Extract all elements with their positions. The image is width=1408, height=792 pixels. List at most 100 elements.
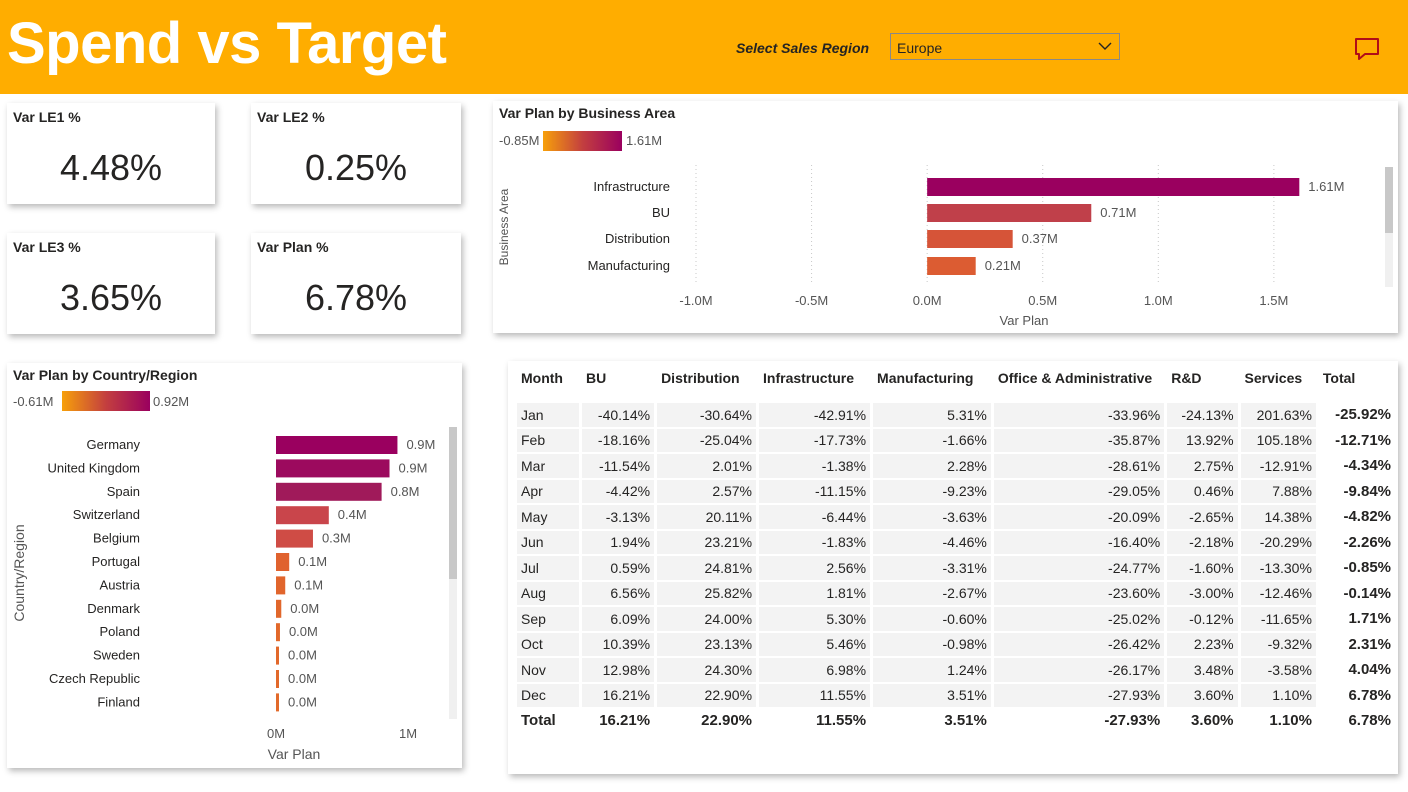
column-header[interactable]: Month xyxy=(521,370,563,386)
category-label: Czech Republic xyxy=(49,671,141,686)
comment-icon[interactable] xyxy=(1354,36,1380,62)
bar xyxy=(276,436,398,454)
category-label: Finland xyxy=(97,694,140,709)
x-axis-title: Var Plan xyxy=(1000,313,1049,328)
row-header-cell: Sep xyxy=(517,607,580,631)
table-cell: -3.00% xyxy=(1167,581,1238,605)
data-label: 0.3M xyxy=(322,531,351,546)
category-label: Spain xyxy=(107,484,140,499)
data-label: 0.0M xyxy=(288,694,317,709)
kpi-value: 6.78% xyxy=(304,277,408,318)
category-label: Portugal xyxy=(92,554,141,569)
kpi-label: Var Plan % xyxy=(257,239,329,255)
table-cell: -9.84% xyxy=(1318,479,1395,503)
table-cell: 5.46% xyxy=(759,632,871,656)
table-cell: 1.94% xyxy=(582,530,655,554)
data-label: 1.61M xyxy=(1308,179,1344,194)
scrollbar-thumb[interactable] xyxy=(1385,167,1393,233)
table-cell: 23.13% xyxy=(657,632,757,656)
table-cell: 10.39% xyxy=(582,632,655,656)
table-cell: 11.55% xyxy=(759,709,871,733)
bar xyxy=(276,576,286,595)
data-label: 0.37M xyxy=(1022,231,1058,246)
bar xyxy=(276,599,282,618)
table-cell: -40.14% xyxy=(582,403,655,427)
table-cell: -20.09% xyxy=(993,505,1165,529)
y-axis-title: Country/Region xyxy=(11,524,27,621)
table-cell: -25.04% xyxy=(657,428,757,452)
table-cell: -2.67% xyxy=(873,581,991,605)
region-dropdown[interactable]: Europe xyxy=(890,33,1120,60)
table-cell: 6.78% xyxy=(1318,683,1395,707)
table-cell: 3.60% xyxy=(1167,683,1238,707)
table-cell: -1.38% xyxy=(759,454,871,478)
table-cell: 3.60% xyxy=(1167,709,1238,733)
table-cell: -42.91% xyxy=(759,403,871,427)
column-header[interactable]: Services xyxy=(1244,370,1303,386)
bar xyxy=(927,178,1300,196)
column-header[interactable]: Infrastructure xyxy=(763,370,855,386)
table-cell: 24.30% xyxy=(657,658,757,682)
x-tick-label: 0M xyxy=(267,726,285,741)
table-cell: 3.48% xyxy=(1167,658,1238,682)
kpi-value: 4.48% xyxy=(59,147,163,188)
table-cell: -3.58% xyxy=(1240,658,1316,682)
data-label: 0.0M xyxy=(289,624,318,639)
region-dropdown-value: Europe xyxy=(897,40,943,56)
table-cell: -28.61% xyxy=(993,454,1165,478)
category-label: Manufacturing xyxy=(588,258,670,273)
category-label: Germany xyxy=(87,437,141,452)
bar xyxy=(276,623,280,642)
row-header-cell: Nov xyxy=(517,658,580,682)
category-label: Austria xyxy=(100,577,141,592)
table-cell: 11.55% xyxy=(759,683,871,707)
row-header-cell: Feb xyxy=(517,428,580,452)
data-label: 0.0M xyxy=(288,671,317,686)
table-cell: -23.60% xyxy=(993,581,1165,605)
category-label: United Kingdom xyxy=(48,460,141,475)
table-cell: 13.92% xyxy=(1167,428,1238,452)
x-tick-label: 1.5M xyxy=(1259,293,1288,308)
column-header[interactable]: Distribution xyxy=(661,370,740,386)
y-axis-title: Business Area xyxy=(497,188,511,265)
x-axis-title: Var Plan xyxy=(268,746,321,762)
table-cell: -26.17% xyxy=(993,658,1165,682)
category-label: Distribution xyxy=(605,231,670,246)
column-header[interactable]: Office & Administrative xyxy=(997,370,1153,386)
chart-title: Var Plan by Business Area xyxy=(499,105,676,121)
bar xyxy=(276,529,313,548)
table-cell: 2.31% xyxy=(1318,632,1395,656)
table-cell: 2.56% xyxy=(759,556,871,580)
table-cell: 1.71% xyxy=(1318,607,1395,631)
table-cell: -11.15% xyxy=(759,479,871,503)
table-cell: 20.11% xyxy=(657,505,757,529)
column-header[interactable]: BU xyxy=(586,370,607,386)
color-scale-legend xyxy=(62,391,150,411)
legend-max-label: 0.92M xyxy=(153,394,190,409)
table-cell: -9.23% xyxy=(873,479,991,503)
color-scale-legend xyxy=(543,131,622,151)
column-header[interactable]: Total xyxy=(1322,370,1356,386)
table-cell: -0.60% xyxy=(873,607,991,631)
table-cell: 1.24% xyxy=(873,658,991,682)
x-tick-label: 0.5M xyxy=(1028,293,1057,308)
table-cell: -29.05% xyxy=(993,479,1165,503)
scrollbar-thumb[interactable] xyxy=(449,427,457,579)
column-header[interactable]: Manufacturing xyxy=(877,370,974,386)
table-cell: 16.21% xyxy=(582,683,655,707)
column-header[interactable]: R&D xyxy=(1171,370,1202,386)
table-cell: 2.01% xyxy=(657,454,757,478)
category-label: Poland xyxy=(100,624,140,639)
row-header-cell: Oct xyxy=(517,632,580,656)
row-header-cell: Dec xyxy=(517,683,580,707)
table-cell: -3.31% xyxy=(873,556,991,580)
bar xyxy=(276,482,382,501)
legend-min-label: -0.85M xyxy=(499,133,540,148)
table-cell: 14.38% xyxy=(1240,505,1316,529)
header-bar: Spend vs Target Select Sales Region Euro… xyxy=(0,0,1408,94)
table-row: Oct 10.39% 23.13% 5.46% -0.98% -26.42% 2.23% -9… xyxy=(517,632,1395,656)
table-cell: -12.71% xyxy=(1318,428,1395,452)
chart-title: Var Plan by Country/Region xyxy=(13,367,198,383)
table-row: May -3.13% 20.11% -6.44% -3.63% -20.09% -2.65%… xyxy=(517,505,1395,529)
table-cell: 1.10% xyxy=(1240,709,1316,733)
